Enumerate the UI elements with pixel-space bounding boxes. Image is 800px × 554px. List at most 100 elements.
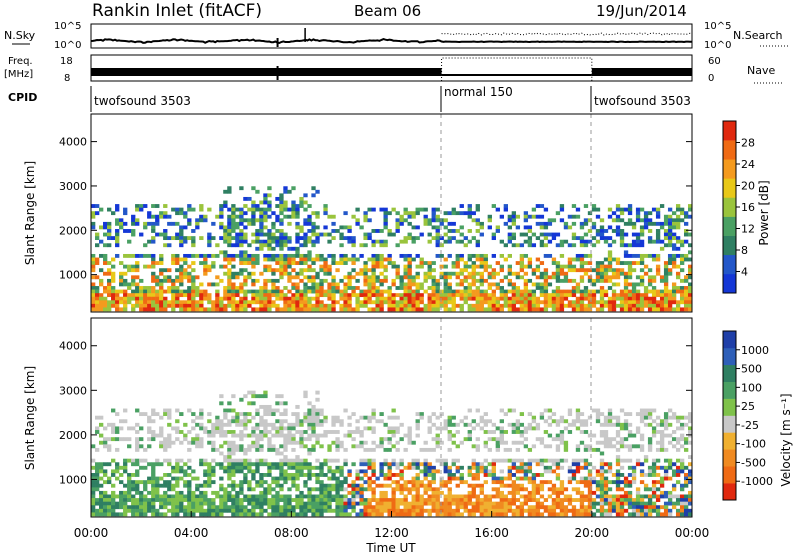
heatmap-cell [675,300,681,305]
heatmap-cell [603,498,609,502]
heatmap-cell [539,307,545,312]
heatmap-cell [123,458,128,463]
heatmap-cell [359,490,364,495]
heatmap-cell [171,236,176,241]
heatmap-cell [251,300,256,305]
heatmap-cell [503,243,508,248]
heatmap-cell [671,232,677,237]
heatmap-cell [611,282,617,287]
heatmap-cell [447,253,452,258]
heatmap-cell [271,476,276,481]
heatmap-cell [307,268,312,273]
heatmap-cell [491,268,496,273]
heatmap-cell [263,282,268,287]
heatmap-cell [239,512,244,517]
heatmap-cell [503,300,508,305]
heatmap-cell [215,300,220,305]
heatmap-cell [499,286,504,290]
heatmap-cell [283,462,288,467]
heatmap-cell [539,440,545,445]
heatmap-cell [451,296,456,301]
heatmap-cell [391,296,396,301]
heatmap-cell [223,232,228,237]
heatmap-cell [579,419,585,424]
heatmap-cell [115,221,120,226]
heatmap-cell [635,501,641,506]
heatmap-cell [627,483,633,488]
heatmap-cell [523,462,529,467]
heatmap-cell [475,264,480,269]
heatmap-cell [303,505,308,510]
heatmap-cell [239,236,244,241]
heatmap-cell [551,462,557,467]
heatmap-cell [167,473,172,477]
heatmap-cell [399,239,404,244]
heatmap-cell [515,440,521,445]
heatmap-cell [219,465,224,470]
heatmap-cell [347,505,352,510]
heatmap-cell [519,469,525,474]
heatmap-cell [175,221,180,226]
heatmap-cell [407,293,412,298]
heatmap-cell [239,186,244,191]
heatmap-cell [171,278,176,283]
heatmap-cell [591,204,597,208]
heatmap-cell [507,296,512,301]
heatmap-cell [315,412,320,417]
heatmap-cell [531,487,537,492]
heatmap-cell [439,490,444,495]
heatmap-cell [559,490,565,495]
heatmap-cell [543,469,549,474]
heatmap-cell [323,458,328,463]
heatmap-cell [307,501,312,506]
heatmap-cell [163,211,168,216]
heatmap-cell [275,296,280,301]
heatmap-cell [107,303,112,308]
heatmap-cell [619,508,625,513]
heatmap-cell [407,430,412,434]
heatmap-cell [151,498,156,502]
heatmap-cell [163,490,168,495]
heatmap-cell [195,476,200,481]
heatmap-cell [107,476,112,481]
heatmap-cell [103,494,108,499]
heatmap-cell [199,422,204,427]
heatmap-cell [663,232,669,237]
heatmap-cell [647,253,653,258]
heatmap-cell [423,490,428,495]
heatmap-cell [499,501,504,506]
heatmap-cell [243,257,248,262]
x-tick-label: 08:00 [274,526,309,540]
heatmap-cell [371,243,376,248]
heatmap-cell [227,257,232,262]
heatmap-cell [315,289,320,294]
heatmap-cell [339,296,344,301]
heatmap-cell [571,243,577,248]
colorbar-swatch [723,415,736,433]
heatmap-cell [395,218,400,223]
heatmap-cell [511,480,517,485]
heatmap-cell [439,508,444,513]
heatmap-cell [275,483,280,488]
heatmap-cell [139,426,144,431]
heatmap-cell [683,214,689,219]
heatmap-cell [651,221,657,226]
heatmap-cell [539,275,545,280]
heatmap-cell [523,426,529,431]
heatmap-cell [639,207,645,212]
heatmap-cell [263,214,268,219]
heatmap-cell [499,458,504,463]
heatmap-cell [163,307,168,312]
heatmap-cell [671,462,677,467]
heatmap-cell [427,271,432,276]
heatmap-cell [499,293,504,298]
heatmap-cell [283,214,288,219]
heatmap-cell [579,440,585,445]
heatmap-cell [199,412,204,417]
heatmap-cell [599,508,605,513]
heatmap-cell [551,232,557,237]
heatmap-cell [275,490,280,495]
heatmap-cell [547,444,553,449]
heatmap-cell [559,430,565,434]
heatmap-cell [335,469,340,474]
